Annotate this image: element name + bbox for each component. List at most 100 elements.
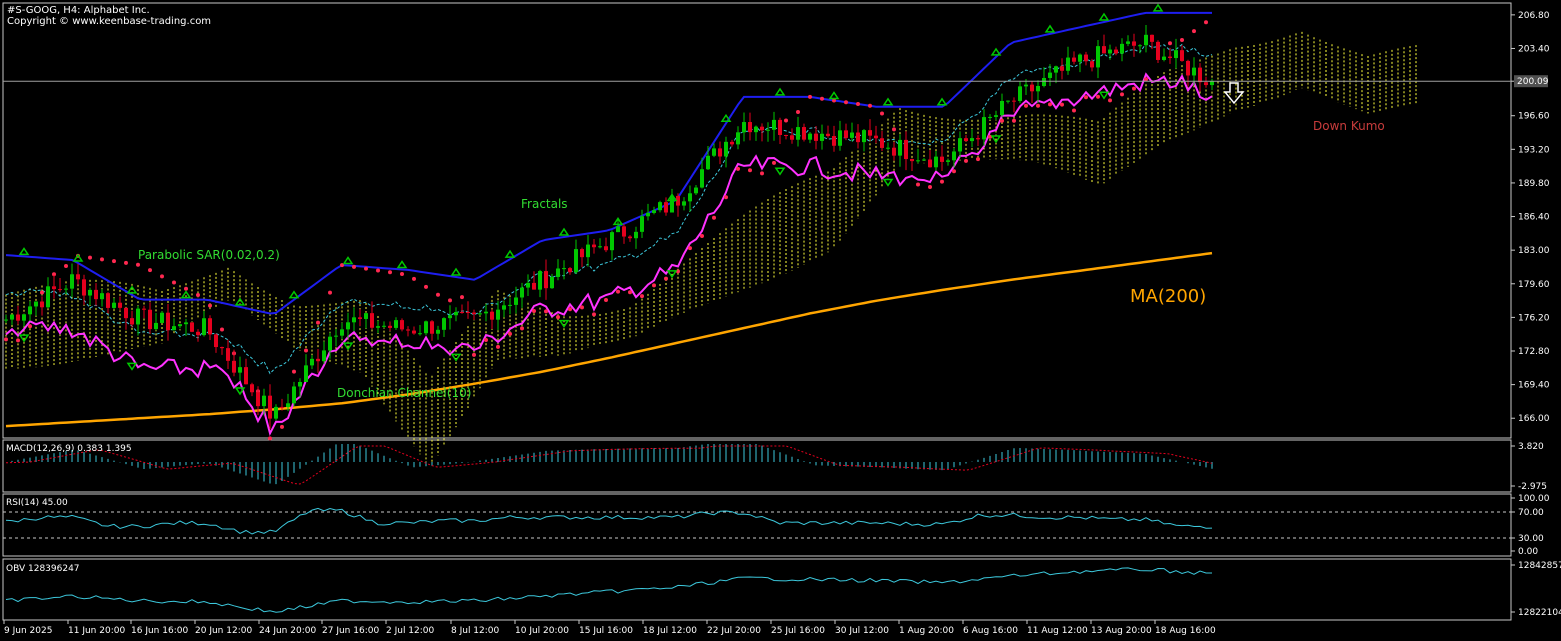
candle-body [562,268,566,270]
candle-body [766,129,770,131]
candle-body [298,381,302,387]
sar-dot [328,290,332,295]
candle-body [310,358,314,366]
candle-body [988,116,992,118]
candle-body [1126,41,1130,44]
candle-body [208,318,212,335]
sar-dot [1144,77,1148,82]
time-tick-label: 15 Jul 16:00 [579,626,633,636]
candle-body [742,122,746,133]
time-tick-label: 9 Jun 2025 [4,626,52,636]
fractal-up-marker [450,267,462,276]
sub-indicator-panels [3,444,1511,613]
price-tick-label: 176.20 [1518,313,1550,323]
candle-body [406,329,410,331]
sar-dot [364,266,368,271]
time-tick-label: 13 Aug 20:00 [1091,626,1152,636]
down-kumo-label: Down Kumo [1313,119,1385,133]
sar-dot [940,179,944,184]
candle-body [166,312,170,331]
candle-body [382,325,386,327]
candle-body [784,134,788,136]
sar-dot [1060,102,1064,107]
sar-dot [1096,94,1100,99]
candle-body [1090,61,1094,68]
candle-body [1024,84,1028,87]
candle-body [850,132,854,138]
sub-tick-label: 0.00 [1518,547,1538,557]
candle-body [982,117,986,140]
candle-body [1066,57,1070,71]
ma200-label: MA(200) [1130,286,1206,307]
fractal-up-marker [1044,24,1056,33]
price-tick-label: 166.00 [1518,414,1550,424]
panel-frame-2 [2,493,1512,557]
candle-body [1162,56,1166,60]
fractal-up-marker [990,47,1002,56]
panel-frame-1 [2,439,1512,493]
candle-body [664,202,668,213]
sar-dot [40,290,44,295]
candle-body [1108,49,1112,54]
candle-body [682,201,686,206]
fractal-down-marker [18,334,30,343]
candle-body [490,311,494,320]
sar-dot [784,118,788,123]
fractal-markers [18,3,1164,396]
candle-body [1102,46,1106,54]
sar-dot [4,337,8,342]
candle-body [1120,43,1124,54]
candle-body [94,289,98,300]
sar-dot [832,98,836,103]
candle-body [688,193,692,202]
candle-body [610,232,614,251]
candle-body [40,301,44,308]
candle-body [154,322,158,330]
sar-dot [124,260,128,265]
candle-body [868,130,872,136]
sar-dot [964,158,968,163]
candle-body [520,287,524,298]
candle-body [172,326,176,331]
fractal-down-marker [126,362,138,371]
candle-body [142,308,146,310]
sar-dot [544,309,548,314]
fractal-up-marker [396,260,408,269]
sar-dot [556,315,560,320]
sar-dot [1192,29,1196,34]
panel-frames [2,2,1512,621]
fractal-up-marker [72,253,84,262]
price-tick-label: 186.40 [1518,213,1550,223]
candle-body [694,187,698,194]
candle-body [874,135,878,139]
sar-dot [52,272,56,277]
sar-dot [1120,92,1124,97]
sar-dot [568,307,572,312]
sar-dot [652,283,656,288]
candle-body [328,336,332,351]
sar-dot [712,215,716,220]
obv-title: OBV 128396247 [6,564,80,574]
time-tick-label: 10 Jul 20:00 [515,626,569,636]
time-tick-label: 20 Jun 12:00 [195,626,252,636]
candle-body [592,244,596,248]
fractal-up-marker [1098,12,1110,21]
candle-body [904,139,908,160]
panel-frame-0 [2,2,1512,439]
sar-dot [1000,118,1004,123]
sar-dot [448,298,452,303]
candle-body [472,312,476,315]
candle-body [1084,54,1088,62]
candle-body [10,314,14,320]
sar-dot [196,292,200,297]
axes-labels: 206.80 203.40 196.60 193.20 189.80 186.40 183.… [3,11,1561,636]
candle-body [1180,50,1184,61]
sar-dot [724,195,728,200]
sar-dot [484,338,488,343]
sar-dot [160,274,164,279]
sar-dot [604,297,608,302]
candle-body [508,304,512,306]
price-tick-label: 183.00 [1518,246,1550,256]
sar-dot [388,270,392,275]
candle-body [838,130,842,146]
